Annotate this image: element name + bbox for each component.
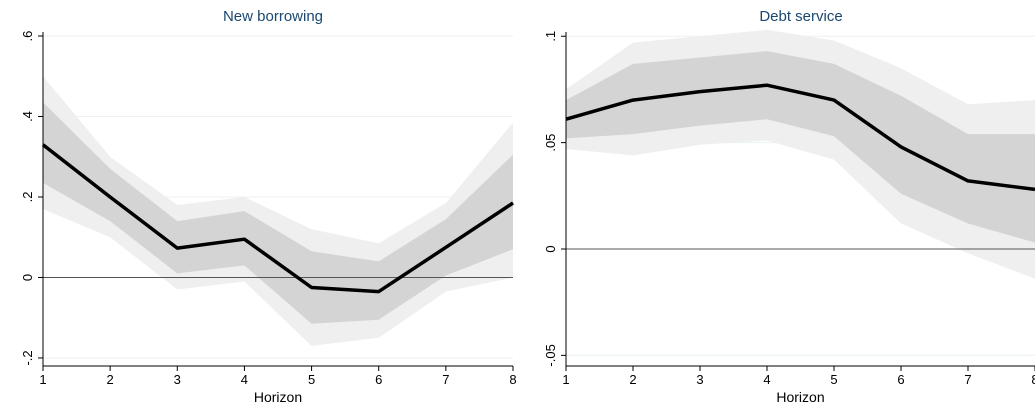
x-tick-label: 4	[241, 372, 248, 387]
y-tick-label: .05	[543, 134, 558, 152]
axes: -.2 0 .2 .4 .6 1 2 3 4 5 6 7 8	[20, 31, 517, 387]
x-tick-label: 8	[1031, 372, 1035, 387]
x-tick-label: 4	[763, 372, 770, 387]
x-tick-label: 2	[107, 372, 114, 387]
x-tick-label: 3	[174, 372, 181, 387]
panel-debt-service: Debt service Horizon -.05 0 .05 .1 1 2 3 4 5 6 7 8	[543, 8, 1035, 405]
y-tick-label: .1	[543, 31, 558, 42]
y-tick-label: .2	[20, 192, 35, 203]
y-tick-label: 0	[543, 245, 558, 252]
y-tick-label: -.05	[543, 344, 558, 366]
y-tick-label: 0	[20, 274, 35, 281]
x-tick-label: 6	[897, 372, 904, 387]
plot-area	[565, 29, 1035, 356]
x-tick-label: 7	[964, 372, 971, 387]
x-axis-label: Horizon	[776, 389, 824, 405]
x-tick-label: 5	[308, 372, 315, 387]
x-tick-label: 5	[830, 372, 837, 387]
x-tick-label: 1	[562, 372, 569, 387]
point-estimate-line	[41, 143, 514, 294]
y-tick-label: .4	[20, 111, 35, 122]
x-tick-label: 8	[509, 372, 516, 387]
panel-new-borrowing: New borrowing Horizon -.2 0 .2 .4 .6 1 2 3 4 5 6 7 8	[20, 8, 517, 405]
point-estimate-line	[565, 83, 1035, 192]
x-tick-label: 3	[696, 372, 703, 387]
y-tick-label: -.2	[20, 350, 35, 365]
x-tick-label: 1	[39, 372, 46, 387]
inner-confidence-band	[43, 102, 513, 324]
panel-title: New borrowing	[223, 8, 323, 25]
inner-confidence-band	[566, 51, 1035, 243]
y-tick-label: .6	[20, 31, 35, 42]
x-tick-label: 2	[629, 372, 636, 387]
x-tick-label: 7	[442, 372, 449, 387]
panel-title: Debt service	[759, 8, 842, 25]
x-axis-label: Horizon	[254, 389, 302, 405]
axes: -.05 0 .05 .1 1 2 3 4 5 6 7 8	[543, 31, 1035, 387]
plot-area	[41, 35, 514, 359]
x-tick-label: 6	[375, 372, 382, 387]
